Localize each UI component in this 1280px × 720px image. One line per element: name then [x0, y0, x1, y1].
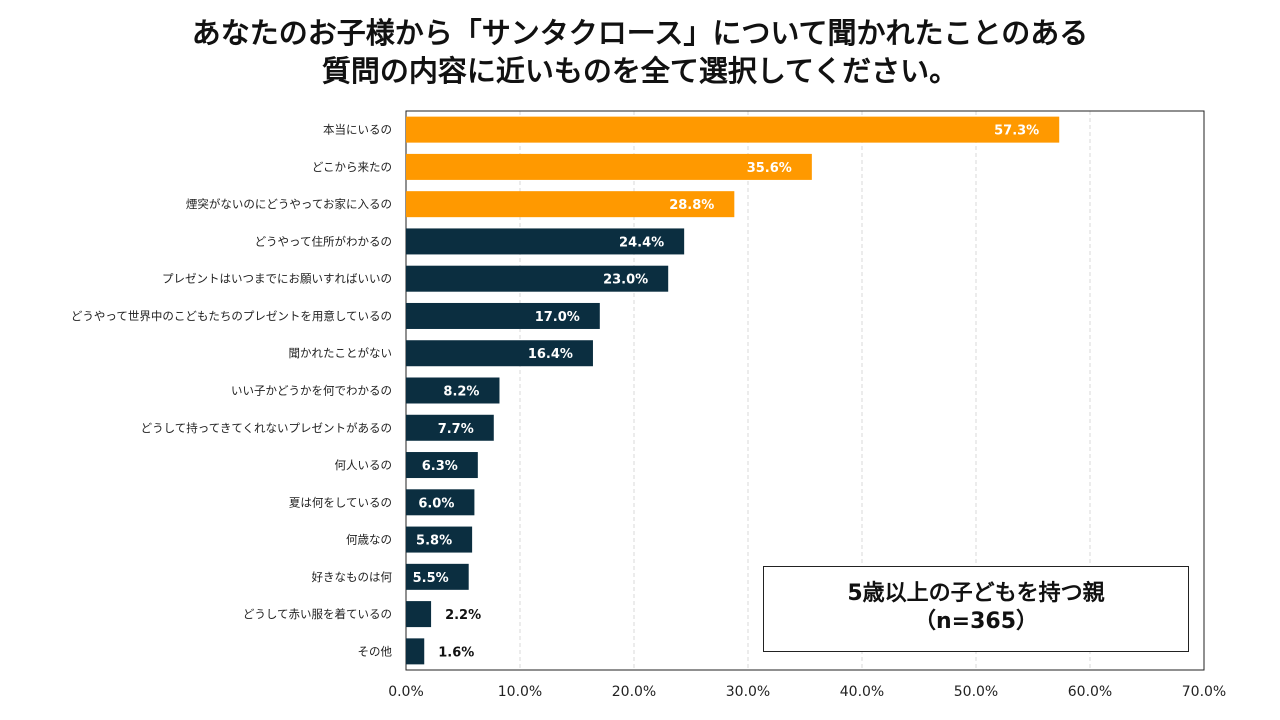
category-label: 煙突がないのにどうやってお家に入るの — [186, 197, 392, 211]
chart-title-line-1: あなたのお子様から「サンタクロース」について聞かれたことのある — [191, 16, 1089, 50]
data-label: 17.0% — [535, 310, 580, 325]
chart-title-line-2: 質問の内容に近いものを全て選択してください。 — [321, 54, 959, 88]
category-label: プレゼントはいつまでにお願いすればいいの — [162, 272, 392, 286]
data-label: 8.2% — [443, 385, 479, 400]
x-tick-label: 60.0% — [1068, 684, 1112, 700]
bar — [406, 377, 500, 404]
sample-note-line-1: 5歳以上の子どもを持つ親 — [847, 581, 1105, 606]
x-tick-label: 30.0% — [726, 684, 770, 700]
bar — [406, 116, 1060, 143]
data-label: 6.0% — [418, 496, 454, 511]
sample-note-box: 5歳以上の子どもを持つ親 （n=365） — [763, 566, 1189, 652]
category-label: 好きなものは何 — [312, 570, 393, 584]
data-label: 24.4% — [619, 235, 664, 250]
x-tick-label: 50.0% — [954, 684, 998, 700]
category-label: いい子かどうかを何でわかるの — [231, 384, 392, 398]
category-label: その他 — [358, 644, 393, 658]
bar — [406, 302, 600, 329]
category-label: 本当にいるの — [323, 123, 392, 137]
category-label: どうやって世界中のこどもたちのプレゼントを用意しているの — [71, 309, 392, 323]
bar — [406, 563, 469, 590]
data-label: 16.4% — [528, 347, 573, 362]
bar — [406, 526, 473, 553]
category-label: 何人いるの — [335, 458, 393, 472]
bar — [406, 414, 494, 441]
x-tick-label: 0.0% — [388, 684, 424, 700]
category-label: どうやって住所がわかるの — [255, 234, 392, 248]
category-label: 何歳なの — [346, 533, 392, 547]
x-tick-label: 20.0% — [612, 684, 656, 700]
bar — [406, 340, 593, 367]
data-label: 6.3% — [422, 459, 458, 474]
bar — [406, 153, 812, 180]
data-label: 5.8% — [416, 534, 452, 549]
category-label: どうして赤い服を着ているの — [243, 607, 392, 621]
data-label: 28.8% — [669, 198, 714, 213]
category-label: どこから来たの — [312, 160, 392, 174]
data-label: 57.3% — [994, 124, 1039, 139]
data-label: 23.0% — [603, 273, 648, 288]
data-label: 5.5% — [413, 571, 449, 586]
data-label: 7.7% — [438, 422, 474, 437]
bar — [406, 191, 735, 218]
x-tick-label: 70.0% — [1182, 684, 1226, 700]
sample-note-line-2: （n=365） — [913, 609, 1039, 634]
bar — [406, 265, 669, 292]
bar — [406, 489, 475, 516]
bar — [406, 638, 425, 665]
data-label: 1.6% — [438, 645, 474, 660]
x-tick-label: 10.0% — [498, 684, 542, 700]
category-label: 聞かれたことがない — [289, 346, 393, 360]
bar — [406, 601, 432, 628]
category-label: 夏は何をしているの — [289, 495, 392, 509]
bar — [406, 452, 478, 479]
data-label: 35.6% — [747, 161, 792, 176]
category-label: どうして持ってきてくれないプレゼントがあるの — [141, 421, 392, 435]
bar — [406, 228, 685, 255]
data-label: 2.2% — [445, 608, 481, 623]
x-tick-label: 40.0% — [840, 684, 884, 700]
